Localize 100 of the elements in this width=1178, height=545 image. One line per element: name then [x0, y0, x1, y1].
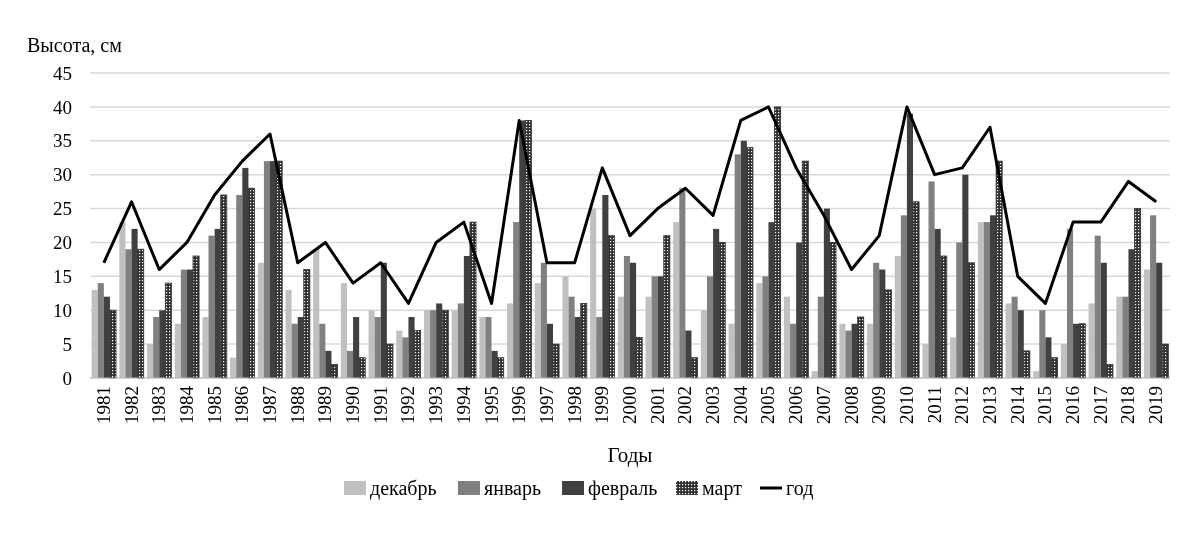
bar — [1100, 262, 1107, 378]
x-tick-label: 1998 — [563, 386, 585, 424]
bar — [386, 343, 394, 379]
bar — [829, 242, 837, 379]
bar — [436, 303, 443, 378]
bar — [519, 120, 526, 378]
bar — [513, 222, 520, 378]
bar — [125, 249, 132, 378]
bar — [580, 303, 588, 379]
bar — [358, 357, 366, 379]
y-tick-label: 15 — [53, 265, 72, 287]
x-tick-label: 2005 — [757, 386, 779, 424]
x-tick-label: 2008 — [840, 386, 862, 424]
bar — [706, 276, 714, 378]
bar — [995, 160, 1003, 379]
x-tick-label: 1984 — [175, 385, 197, 424]
bar — [630, 262, 637, 378]
x-tick-label: 2007 — [812, 386, 834, 424]
x-tick-label: 1992 — [397, 386, 419, 424]
x-tick-label: 2016 — [1062, 386, 1084, 424]
bar — [796, 242, 803, 378]
bar — [685, 330, 692, 378]
bar — [900, 215, 907, 378]
bar — [568, 296, 575, 378]
x-tick-label: 2011 — [923, 386, 945, 424]
bar — [220, 194, 228, 379]
bar — [263, 161, 270, 378]
bar — [691, 357, 698, 379]
y-tick-label: 25 — [53, 198, 72, 220]
x-tick-label: 2004 — [729, 385, 751, 424]
bar — [1073, 323, 1080, 378]
bar — [192, 255, 200, 379]
bar — [159, 310, 166, 378]
bar — [1023, 350, 1031, 379]
x-tick-label: 1989 — [314, 386, 336, 424]
x-tick-label: 1986 — [231, 386, 253, 424]
bar — [485, 317, 492, 378]
bar — [497, 357, 505, 379]
x-tick-label: 1994 — [452, 385, 474, 424]
bar — [912, 201, 920, 379]
y-tick-label: 0 — [62, 367, 72, 389]
x-tick-label: 2015 — [1034, 386, 1056, 424]
bar — [552, 343, 560, 379]
y-tick-label: 40 — [53, 96, 72, 118]
bar — [746, 147, 754, 379]
x-tick-label: 1995 — [480, 386, 502, 424]
bar — [164, 282, 172, 379]
bar — [962, 174, 969, 378]
bar — [884, 289, 892, 379]
x-tick-label: 1982 — [120, 386, 142, 424]
bar — [1039, 310, 1046, 378]
x-tick-label: 2002 — [674, 386, 696, 424]
bar — [236, 195, 243, 378]
x-axis-title: Годы — [607, 443, 653, 467]
bar — [663, 235, 671, 379]
bar — [109, 309, 117, 379]
bar — [540, 262, 547, 378]
x-tick-label: 1999 — [591, 386, 613, 424]
x-tick-label: 1987 — [259, 386, 280, 424]
bar — [430, 310, 437, 378]
bar — [762, 276, 769, 378]
legend-label: год — [786, 477, 814, 500]
x-tick-label: 2009 — [868, 386, 890, 424]
bar — [469, 221, 477, 379]
x-tick-label: 2006 — [785, 386, 807, 424]
bar — [303, 269, 311, 379]
bar — [983, 222, 990, 378]
line-series — [102, 105, 1158, 305]
y-tick-label: 10 — [53, 299, 72, 321]
bar — [1134, 208, 1142, 379]
bar — [97, 283, 104, 378]
bar — [1051, 357, 1058, 379]
bar — [1150, 215, 1157, 378]
bar — [679, 188, 686, 378]
bar — [956, 242, 963, 378]
bar — [940, 255, 948, 379]
x-tick-label: 1988 — [286, 386, 308, 424]
bar — [968, 262, 975, 379]
bar — [608, 235, 615, 379]
x-tick-label: 2019 — [1145, 386, 1167, 424]
bar — [457, 303, 464, 378]
legend-label: декабрь — [370, 477, 437, 500]
bar — [651, 276, 658, 378]
bar — [857, 316, 865, 379]
bar — [1066, 228, 1074, 378]
bar — [873, 262, 880, 378]
x-tick-label: 1997 — [535, 386, 557, 424]
y-tick-label: 20 — [53, 232, 72, 254]
bar — [248, 187, 255, 379]
bar — [817, 296, 824, 378]
x-tick-label: 1996 — [508, 386, 530, 424]
bar — [374, 317, 381, 378]
bar — [928, 181, 935, 378]
bar — [291, 323, 298, 378]
bar — [1078, 323, 1086, 379]
y-tick-label: 5 — [62, 333, 72, 355]
x-tick-label: 2010 — [895, 386, 917, 424]
bar — [408, 317, 415, 378]
bar — [524, 120, 532, 379]
bar — [635, 336, 643, 379]
